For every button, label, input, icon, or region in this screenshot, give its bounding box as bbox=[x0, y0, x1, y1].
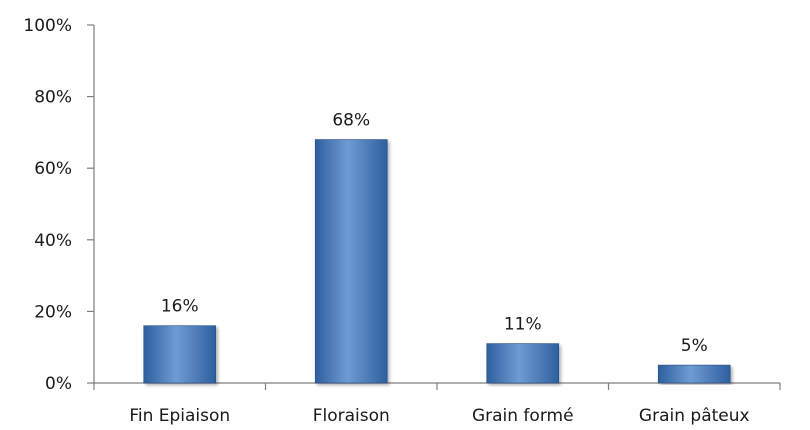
y-tick-label: 60% bbox=[34, 159, 72, 179]
y-tick-label: 40% bbox=[34, 231, 72, 251]
y-tick-label: 0% bbox=[45, 374, 72, 394]
bars bbox=[143, 139, 731, 384]
x-axis: Fin Epiaison Floraison Grain formé Grain pâ… bbox=[93, 382, 781, 426]
category-label-2: Grain formé bbox=[472, 406, 574, 426]
category-label-3: Grain pâteux bbox=[639, 406, 750, 426]
y-tick-label: 20% bbox=[34, 302, 72, 322]
bar-1 bbox=[314, 139, 388, 384]
y-tick-label: 100% bbox=[23, 16, 72, 36]
y-tick-label: 80% bbox=[34, 88, 72, 108]
data-label-3: 5% bbox=[681, 336, 708, 356]
category-label-0: Fin Epiaison bbox=[129, 406, 230, 426]
data-label-2: 11% bbox=[504, 315, 542, 335]
y-axis: 0% 20% 40% 60% 80% 100% bbox=[23, 16, 95, 394]
bar-0 bbox=[143, 325, 217, 384]
category-label-1: Floraison bbox=[313, 406, 390, 426]
bar-2 bbox=[486, 343, 560, 384]
data-labels: 16% 68% 11% 5% bbox=[161, 111, 708, 357]
bar-3 bbox=[657, 364, 731, 384]
data-label-0: 16% bbox=[161, 297, 199, 317]
data-label-1: 68% bbox=[332, 111, 370, 131]
